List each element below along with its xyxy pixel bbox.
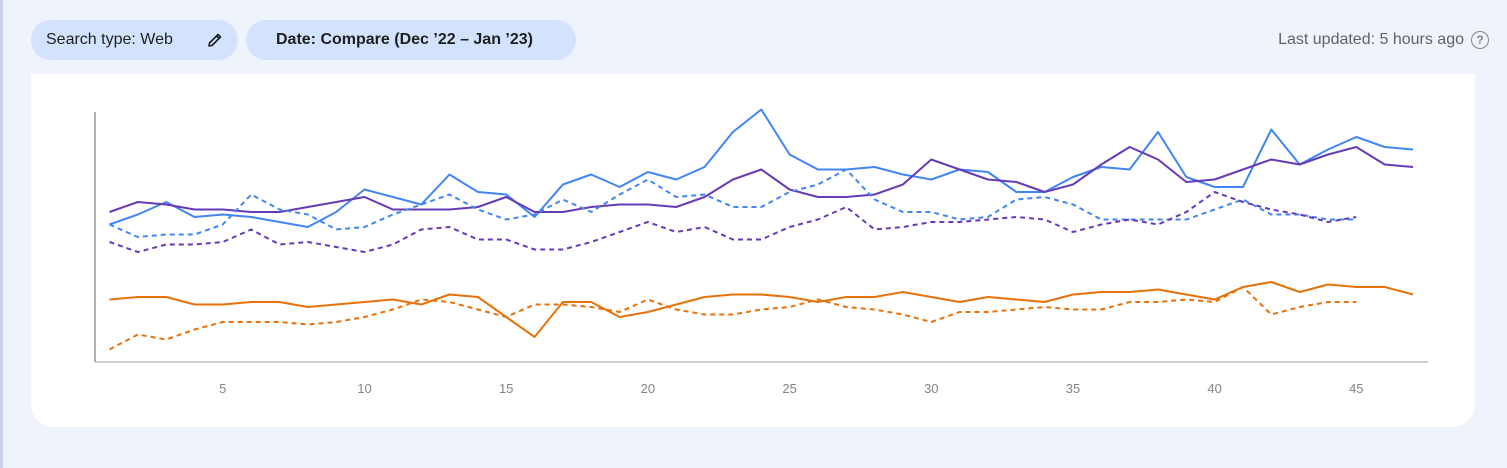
x-tick-label: 35	[1066, 381, 1080, 396]
pencil-icon[interactable]	[206, 31, 224, 49]
x-tick-label: 25	[782, 381, 796, 396]
series-line-6	[109, 286, 1357, 351]
x-tick-label: 10	[357, 381, 371, 396]
series-line-2	[109, 146, 1414, 213]
x-tick-label: 40	[1207, 381, 1221, 396]
last-updated-text: Last updated: 5 hours ago	[1278, 31, 1464, 48]
date-compare-filter-chip[interactable]: Date: Compare (Dec ’22 – Jan ’23)	[246, 20, 576, 60]
date-compare-label: Date: Compare (Dec ’22 – Jan ’23)	[276, 31, 533, 48]
left-edge-bar	[0, 0, 3, 468]
last-updated-status: Last updated: 5 hours ago ?	[1278, 30, 1489, 50]
x-tick-label: 30	[924, 381, 938, 396]
series-line-5	[109, 281, 1414, 338]
series-line-4	[109, 191, 1357, 253]
x-tick-label: 15	[499, 381, 513, 396]
x-tick-label: 5	[219, 381, 226, 396]
x-tick-label: 20	[641, 381, 655, 396]
help-circle-icon[interactable]: ?	[1471, 31, 1489, 49]
search-type-filter-chip[interactable]: Search type: Web	[31, 20, 238, 60]
performance-chart-card	[31, 74, 1475, 427]
series-line-1	[109, 108, 1414, 228]
search-type-label: Search type: Web	[46, 31, 173, 48]
x-tick-label: 45	[1349, 381, 1363, 396]
